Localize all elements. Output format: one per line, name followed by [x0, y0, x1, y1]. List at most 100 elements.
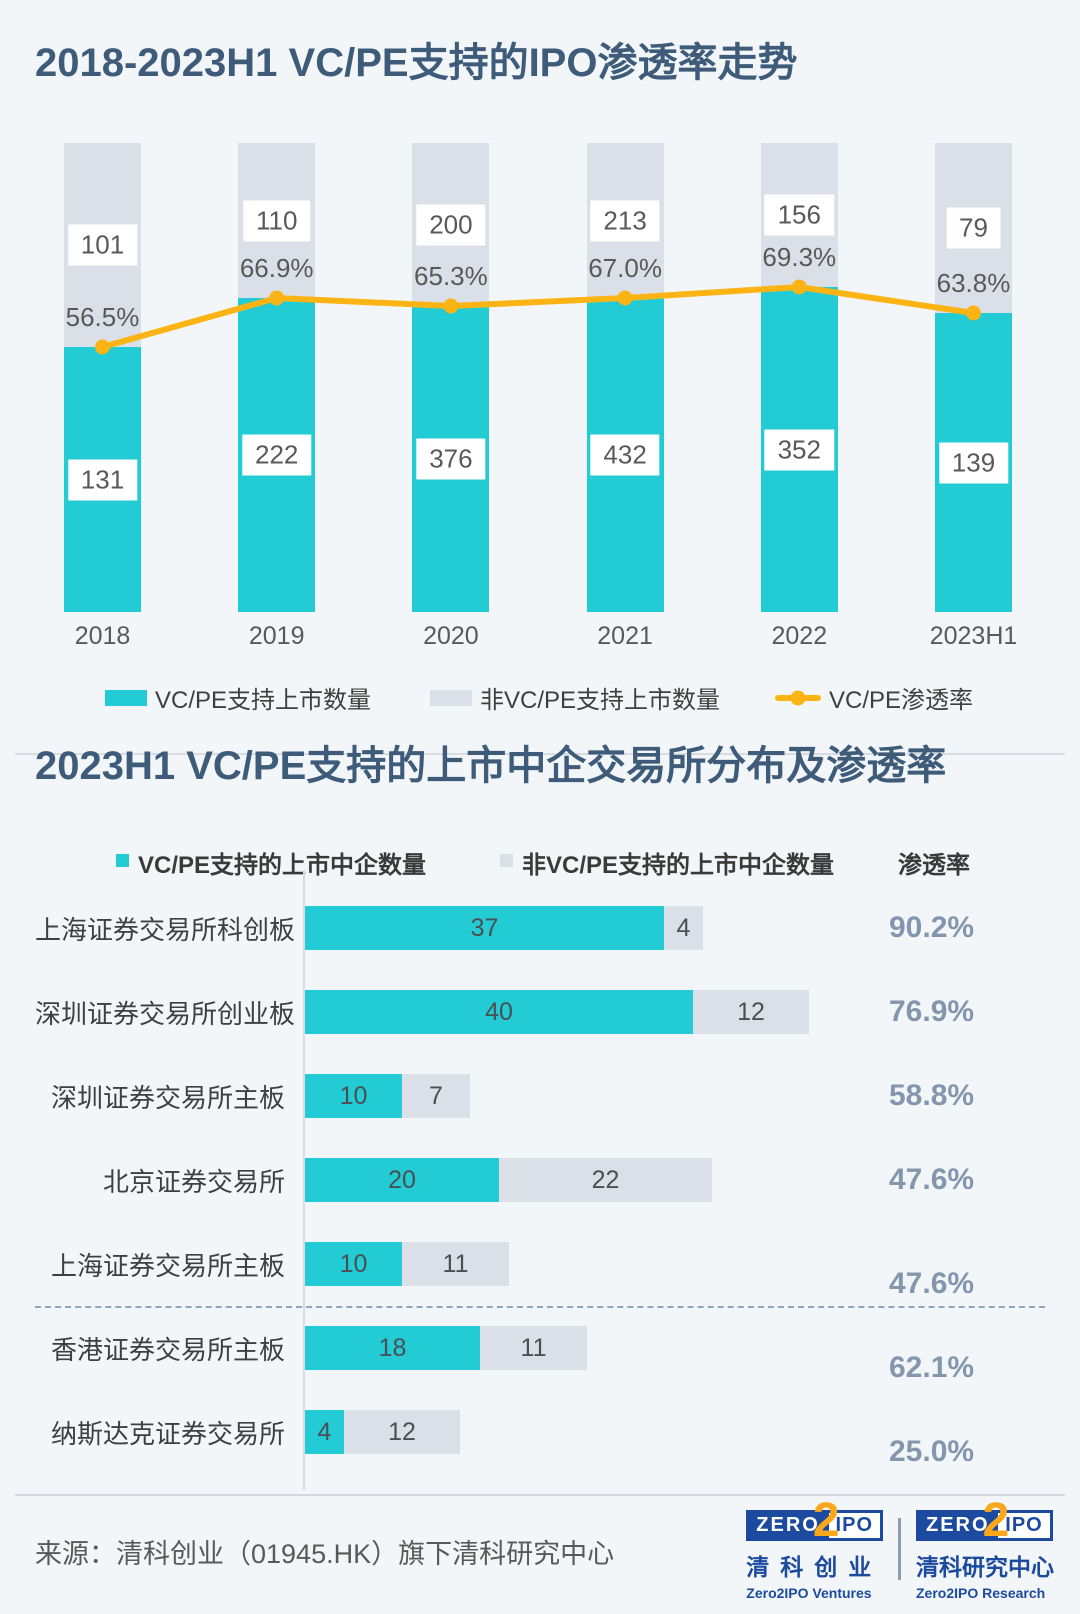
chart2-legend: VC/PE支持的上市中企数量 非VC/PE支持的上市中企数量 渗透率 [0, 845, 1080, 879]
logo-english-name: Zero2IPO Ventures [746, 1585, 872, 1601]
teal-swatch-icon [105, 689, 147, 706]
non-vcpe-value-label: 79 [946, 207, 1001, 249]
legend-item-vcpe-backed: VC/PE支持的上市中企数量 [116, 845, 426, 880]
x-axis-label-2023H1: 2023H1 [929, 622, 1018, 650]
zero2ipo-ventures-logo: ZERO 2 IPO 清科创业 Zero2IPO Ventures [746, 1497, 883, 1601]
non-vcpe-segment: 12 [344, 1410, 460, 1454]
exchange-label: 纳斯达克证券交易所 [50, 1418, 285, 1449]
vcpe-backed-segment: 20 [305, 1158, 499, 1202]
penetration-rate-value: 47.6% [889, 1163, 975, 1196]
logo-two-numeral: 2 [812, 1494, 840, 1547]
penetration-rate-value: 62.1% [889, 1351, 975, 1384]
line-marker-dot-icon [790, 690, 806, 705]
non-vcpe-segment: 4 [664, 906, 703, 950]
logo-two-numeral: 2 [982, 1494, 1010, 1547]
exchange-row: 上海证券交易所科创板 37 4 90.2% [35, 886, 1045, 970]
legend-label: 非VC/PE支持的上市中企数量 [522, 852, 835, 879]
penetration-rate-label: 56.5% [65, 302, 140, 332]
stacked-column-2020: 200 376 65.3% [412, 143, 490, 612]
gray-square-icon [500, 854, 513, 867]
chart2-plot-area: 上海证券交易所科创板 37 4 90.2% 深圳证券交易所创业板 40 12 76.9% 深圳证… [35, 870, 1045, 1490]
x-axis-label-2021: 2021 [597, 622, 653, 650]
penetration-rate-label: 69.3% [762, 242, 837, 272]
vcpe-backed-segment: 37 [305, 906, 664, 950]
stacked-column-2018: 101 131 56.5% [64, 143, 141, 612]
penetration-rate-value: 76.9% [889, 995, 975, 1028]
chart2-y-axis-line [303, 870, 305, 1490]
exchange-row: 深圳证券交易所创业板 40 12 76.9% [35, 970, 1045, 1054]
stacked-bar: 10 7 [305, 1074, 887, 1118]
non-vcpe-value-label: 213 [590, 200, 660, 241]
non-vcpe-value-label: 101 [67, 224, 138, 266]
stacked-bar: 40 12 [305, 990, 887, 1034]
gray-swatch-icon [430, 689, 472, 706]
logo-ipo-box: IPO [995, 1510, 1053, 1541]
exchange-row: 深圳证券交易所主板 10 7 58.8% [35, 1054, 1045, 1138]
vcpe-backed-segment: 18 [305, 1326, 480, 1370]
legend-item-nonvcpe-count: 非VC/PE支持上市数量 [430, 680, 720, 715]
stacked-bar: 37 4 [305, 906, 887, 950]
logo-separator [898, 1518, 901, 1580]
legend-label: VC/PE支持上市数量 [155, 687, 372, 714]
stacked-bar: 4 12 [305, 1410, 887, 1454]
penetration-rate-value: 90.2% [889, 911, 975, 944]
legend-item-rate-header: 渗透率 [898, 845, 970, 880]
exchange-row: 上海证券交易所主板 10 11 47.6% [35, 1222, 1045, 1306]
x-axis-label-2018: 2018 [74, 622, 131, 650]
stacked-bar: 20 22 [305, 1158, 887, 1202]
zero2ipo-research-logo: ZERO 2 IPO 清科研究中心 Zero2IPO Research [916, 1497, 1054, 1601]
vcpe-value-label: 432 [590, 434, 660, 476]
exchange-label: 北京证券交易所 [102, 1166, 285, 1197]
logo-chinese-name: 清科研究中心 [916, 1554, 1054, 1580]
non-vcpe-segment: 11 [402, 1242, 509, 1286]
logo-english-name: Zero2IPO Research [916, 1585, 1046, 1601]
penetration-rate-label: 63.8% [936, 268, 1011, 298]
exchange-label: 上海证券交易所主板 [50, 1250, 285, 1281]
exchange-row: 纳斯达克证券交易所 4 12 25.0% [35, 1390, 1045, 1474]
exchange-label: 深圳证券交易所主板 [50, 1082, 285, 1113]
legend-item-penetration-rate: VC/PE渗透率 [775, 680, 973, 715]
non-vcpe-value-label: 110 [242, 200, 311, 241]
non-vcpe-segment: 22 [499, 1158, 712, 1202]
legend-label: VC/PE渗透率 [829, 687, 974, 714]
stacked-column-2023H1: 79 139 63.8% [935, 143, 1012, 612]
non-vcpe-segment: 11 [480, 1326, 587, 1370]
vcpe-backed-segment: 4 [305, 1410, 344, 1454]
stacked-column-2022: 156 352 69.3% [760, 143, 838, 612]
non-vcpe-value-label: 200 [416, 204, 486, 245]
exchange-label: 深圳证券交易所创业板 [35, 998, 296, 1029]
chart1-legend: VC/PE支持上市数量 非VC/PE支持上市数量 VC/PE渗透率 [0, 680, 1080, 716]
vcpe-value-label: 131 [67, 459, 138, 500]
logo-zero-box: ZERO [746, 1510, 827, 1541]
vcpe-backed-segment: 40 [305, 990, 693, 1034]
non-vcpe-value-label: 156 [764, 194, 834, 236]
penetration-rate-label: 65.3% [414, 261, 488, 291]
legend-label: 非VC/PE支持上市数量 [480, 687, 721, 714]
non-vcpe-segment: 7 [402, 1074, 470, 1118]
domestic-overseas-divider [35, 1306, 1045, 1308]
legend-label: VC/PE支持的上市中企数量 [138, 852, 427, 879]
x-axis-label-2019: 2019 [248, 622, 305, 650]
chart1-title: 2018-2023H1 VC/PE支持的IPO渗透率走势 [35, 41, 798, 85]
zero2ipo-logo-mark: ZERO 2 IPO [916, 1494, 1053, 1547]
penetration-rate-value: 47.6% [889, 1267, 975, 1300]
teal-square-icon [116, 854, 129, 867]
chart1-plot-area: 101 131 56.5% 110 222 66.9% 200 376 65.3% 213 432 6… [0, 143, 1080, 755]
chart2-title: 2023H1 VC/PE支持的上市中企交易所分布及渗透率 [35, 744, 947, 788]
vcpe-value-label: 139 [938, 442, 1009, 483]
brand-logos: ZERO 2 IPO 清科创业 Zero2IPO Ventures ZERO 2… [746, 1497, 1054, 1601]
penetration-rate-value: 58.8% [889, 1079, 975, 1112]
stacked-bar: 18 11 [305, 1326, 887, 1370]
non-vcpe-segment: 12 [693, 990, 809, 1034]
vcpe-backed-segment: 10 [305, 1242, 402, 1286]
penetration-rate-line [95, 279, 981, 355]
vcpe-value-label: 222 [241, 434, 312, 476]
source-text: 来源：清科创业（01945.HK）旗下清科研究中心 [35, 1539, 615, 1569]
exchange-row: 北京证券交易所 20 22 47.6% [35, 1138, 1045, 1222]
logo-ipo-box: IPO [825, 1510, 883, 1541]
x-axis-label-2022: 2022 [771, 622, 828, 650]
zero2ipo-logo-mark: ZERO 2 IPO [746, 1494, 883, 1547]
legend-label: 渗透率 [898, 852, 970, 879]
vcpe-value-label: 376 [416, 438, 486, 480]
